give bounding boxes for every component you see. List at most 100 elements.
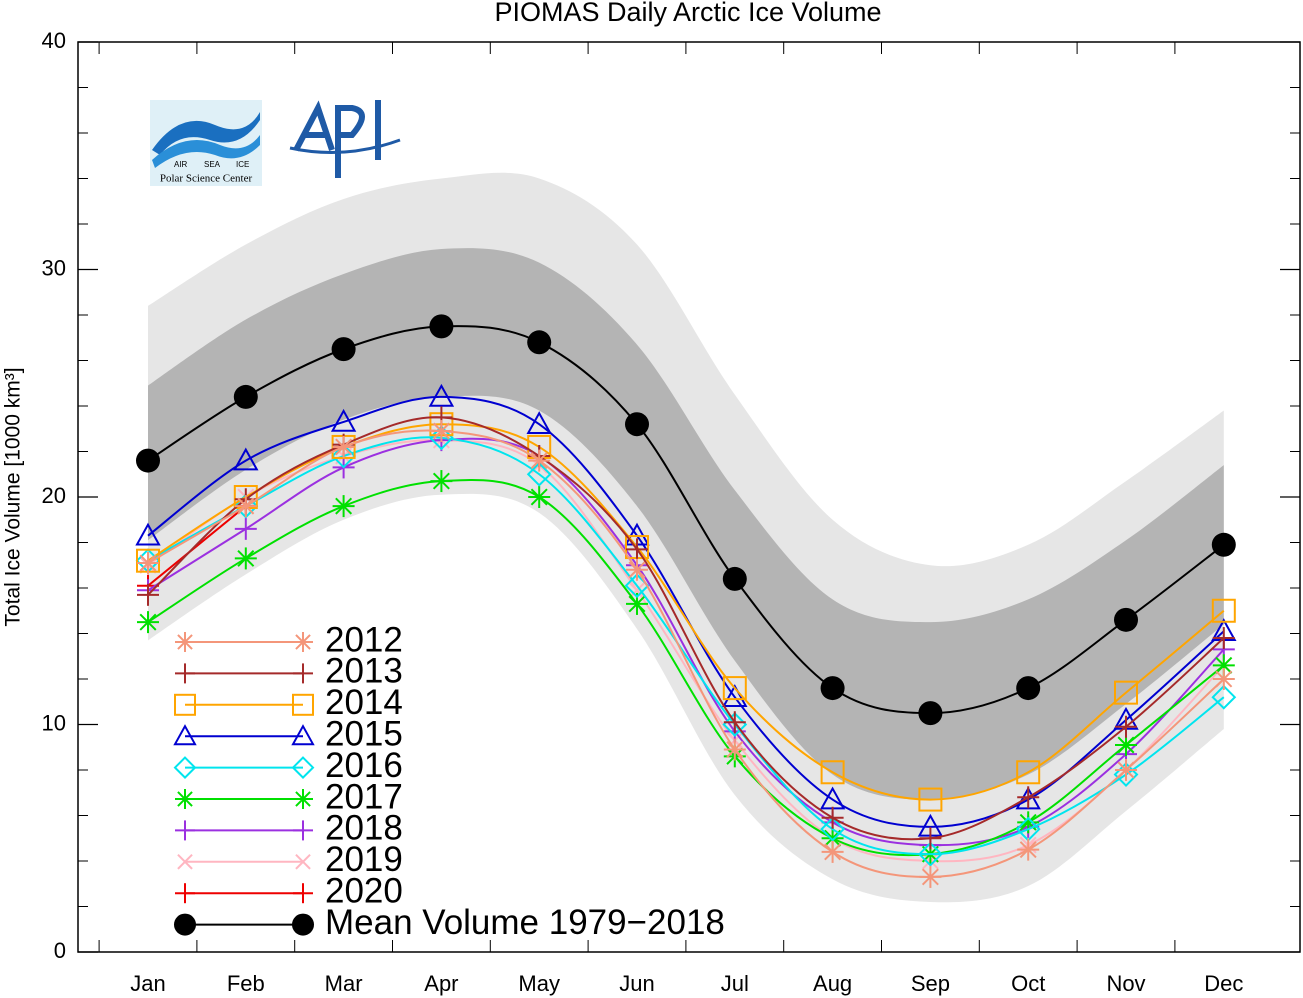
marker: [821, 840, 844, 863]
x-tick-label: Nov: [1106, 971, 1145, 996]
marker-stroke: [177, 791, 193, 807]
marker-shape: [917, 841, 943, 867]
marker: [173, 756, 197, 780]
marker: [293, 789, 313, 809]
x-tick-label: Oct: [1011, 971, 1045, 996]
x-tick-label: Jan: [130, 971, 165, 996]
marker-shape: [331, 337, 356, 362]
marker-shape: [173, 724, 197, 746]
psc-logo: AIR SEA ICE Polar Science Center: [150, 100, 262, 186]
marker: [820, 676, 845, 701]
marker: [429, 314, 454, 339]
marker: [722, 676, 747, 701]
marker-shape: [1016, 676, 1041, 701]
marker-shape: [1211, 598, 1236, 623]
marker: [292, 913, 314, 936]
logo-a: [293, 100, 335, 152]
marker-shape: [625, 412, 649, 437]
legend-label: 2020: [325, 871, 403, 910]
legend-item: 2018: [175, 809, 403, 848]
marker: [820, 760, 845, 785]
legend: 201220132014201520162017201820192020Mean…: [173, 620, 725, 942]
marker-stroke: [139, 613, 157, 631]
marker: [1115, 715, 1137, 738]
marker-stroke: [1019, 841, 1037, 859]
logo-wave: [152, 112, 260, 155]
marker-shape: [174, 693, 196, 716]
marker: [1016, 760, 1041, 785]
marker-stroke: [921, 868, 939, 886]
marker-stroke: [432, 472, 450, 490]
legend-item: 2019: [177, 840, 403, 879]
marker: [722, 566, 747, 591]
marker: [917, 841, 943, 867]
marker: [1212, 668, 1235, 690]
marker: [332, 495, 355, 518]
marker: [722, 684, 748, 707]
logo-wave: [152, 135, 260, 168]
marker: [293, 663, 313, 684]
marker-stroke: [237, 549, 255, 567]
marker-shape: [820, 816, 846, 842]
marker-shape: [820, 676, 845, 701]
marker: [1017, 786, 1040, 809]
y-tick-label: 10: [42, 710, 66, 735]
marker: [177, 854, 193, 870]
legend-item: 2017: [175, 777, 403, 816]
marker: [1211, 532, 1236, 557]
marker: [173, 724, 197, 746]
marker-stroke: [530, 452, 548, 470]
marker-stroke: [530, 488, 548, 506]
marker: [330, 408, 357, 432]
marker: [175, 883, 195, 904]
marker: [625, 412, 649, 437]
marker-shape: [1211, 532, 1236, 557]
marker-shape: [429, 314, 454, 339]
logo-text: SEA: [204, 160, 221, 169]
x-tick-label: Mar: [325, 971, 363, 996]
marker-shape: [291, 724, 315, 746]
marker: [174, 693, 196, 716]
marker: [293, 820, 313, 841]
marker: [528, 449, 551, 472]
marker: [233, 447, 259, 471]
marker-stroke: [237, 497, 255, 515]
x-tick-label: Apr: [424, 971, 458, 996]
marker: [136, 448, 160, 473]
chart-title: PIOMAS Daily Arctic Ice Volume: [494, 0, 881, 27]
legend-item: 2012: [175, 620, 403, 659]
marker: [626, 558, 648, 581]
marker: [291, 724, 315, 746]
marker-stroke: [295, 634, 311, 650]
marker: [626, 538, 648, 561]
marker-stroke: [295, 854, 311, 870]
marker-shape: [233, 384, 258, 409]
marker: [918, 787, 943, 812]
marker-stroke: [824, 843, 842, 861]
legend-item: Mean Volume 1979−2018: [174, 903, 725, 942]
marker: [1211, 684, 1237, 710]
legend-label: 2012: [325, 620, 403, 659]
marker: [526, 461, 552, 487]
y-tick-label: 30: [42, 255, 66, 280]
logo-text: Polar Science Center: [160, 173, 253, 185]
marker: [295, 854, 311, 870]
apl-logo: [289, 100, 401, 178]
marker-shape: [722, 566, 747, 591]
marker-stroke: [295, 791, 311, 807]
marker-stroke: [1117, 736, 1135, 754]
marker: [918, 701, 943, 726]
marker: [175, 789, 195, 809]
marker-stroke: [335, 497, 353, 515]
marker-shape: [174, 913, 196, 936]
marker: [331, 443, 357, 469]
marker: [428, 425, 454, 451]
marker-shape: [233, 447, 259, 471]
marker: [234, 547, 257, 570]
marker-shape: [820, 760, 845, 785]
marker: [526, 411, 552, 434]
marker-stroke: [1215, 670, 1233, 688]
marker: [175, 820, 195, 841]
y-tick-label: 0: [54, 938, 66, 963]
legend-label: 2013: [325, 652, 403, 691]
